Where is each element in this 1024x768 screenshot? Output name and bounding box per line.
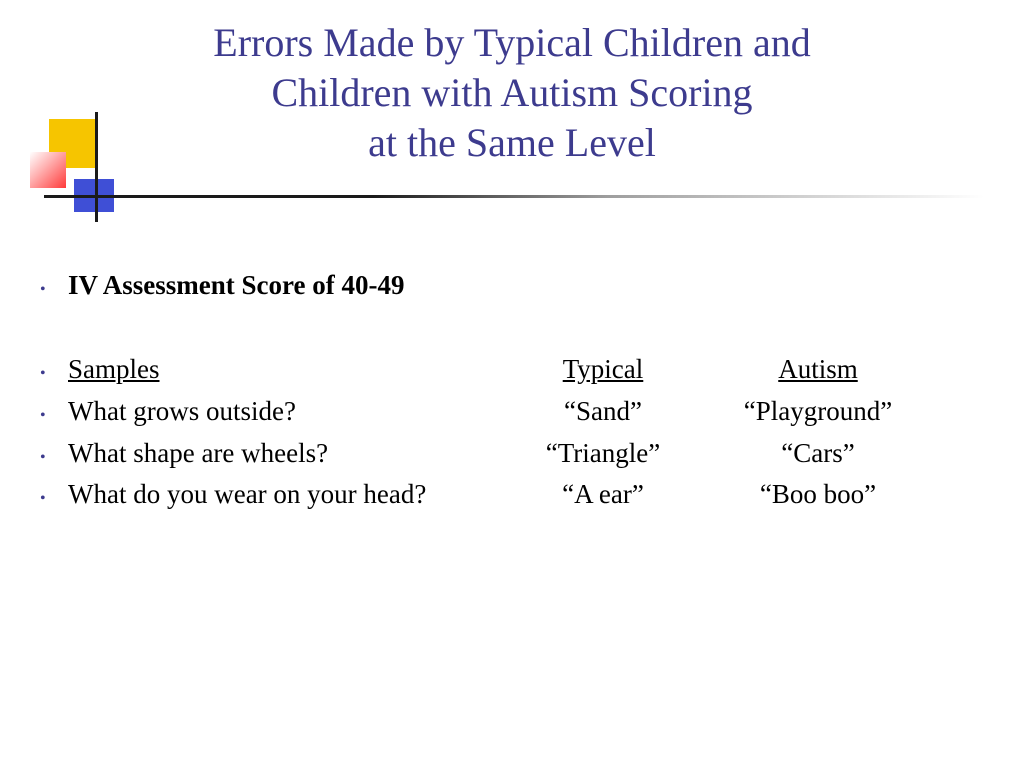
title-line-1: Errors Made by Typical Children and xyxy=(213,20,810,65)
cell-sample: What grows outside? xyxy=(68,391,498,433)
bullet-icon: • xyxy=(40,438,68,466)
cell-autism: “Playground” xyxy=(708,391,928,433)
cell-typical: “Sand” xyxy=(498,391,708,433)
col-header-typical: Typical xyxy=(498,349,708,391)
heading-row: • IV Assessment Score of 40-49 xyxy=(40,265,980,307)
assessment-heading: IV Assessment Score of 40-49 xyxy=(68,265,405,307)
col-header-samples: Samples xyxy=(68,349,498,391)
col-header-autism: Autism xyxy=(708,349,928,391)
bullet-icon: • xyxy=(40,354,68,382)
bullet-icon: • xyxy=(40,270,68,298)
table-row: • What do you wear on your head? “A ear”… xyxy=(40,474,980,516)
cell-autism: “Boo boo” xyxy=(708,474,928,516)
slide-body: • IV Assessment Score of 40-49 • Samples… xyxy=(40,265,980,516)
bullet-icon: • xyxy=(40,479,68,507)
table-row: • What shape are wheels? “Triangle” “Car… xyxy=(40,433,980,475)
title-line-3: at the Same Level xyxy=(368,120,656,165)
cell-sample: What shape are wheels? xyxy=(68,433,498,475)
title-line-2: Children with Autism Scoring xyxy=(271,70,752,115)
cell-sample: What do you wear on your head? xyxy=(68,474,498,516)
cell-typical: “Triangle” xyxy=(498,433,708,475)
column-header-row: • Samples Typical Autism xyxy=(40,349,980,391)
cell-typical: “A ear” xyxy=(498,474,708,516)
table-row: • What grows outside? “Sand” “Playground… xyxy=(40,391,980,433)
deco-cross-horizontal xyxy=(44,195,984,198)
cell-autism: “Cars” xyxy=(708,433,928,475)
slide: Errors Made by Typical Children and Chil… xyxy=(0,0,1024,768)
slide-title: Errors Made by Typical Children and Chil… xyxy=(0,18,1024,168)
bullet-icon: • xyxy=(40,396,68,424)
